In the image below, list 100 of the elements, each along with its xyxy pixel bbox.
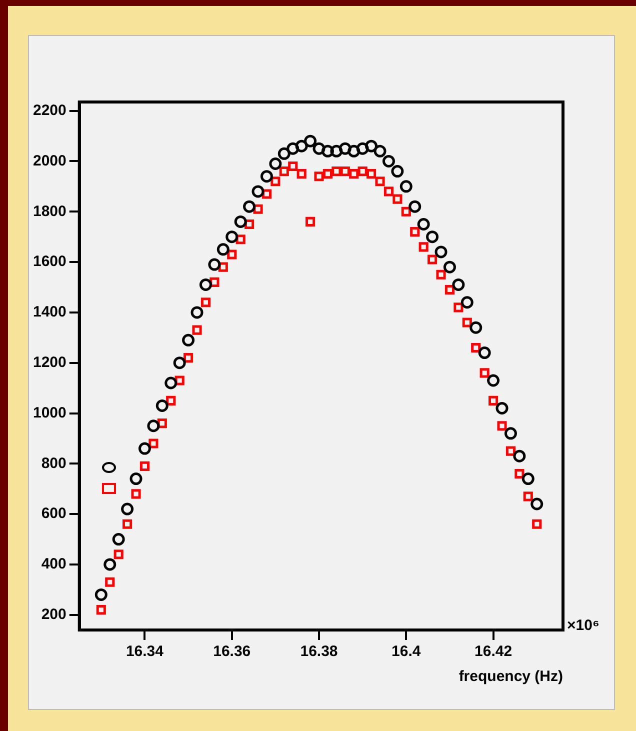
point [192, 325, 202, 335]
point [122, 519, 132, 529]
point [243, 200, 256, 213]
point [138, 442, 151, 455]
point [410, 227, 420, 237]
x-tick-label: 16.38 [300, 643, 338, 660]
point [443, 260, 456, 274]
point [497, 421, 507, 431]
y-tick-label: 2000 [32, 152, 66, 170]
point [288, 161, 298, 172]
point [112, 533, 125, 546]
point [436, 270, 446, 280]
point [532, 519, 542, 529]
point [164, 376, 178, 390]
point [296, 169, 306, 179]
point [330, 144, 343, 158]
y-tick-label: 1000 [32, 404, 66, 422]
point [226, 230, 238, 244]
point [365, 140, 378, 152]
point [418, 242, 428, 252]
point [428, 254, 438, 264]
point [417, 218, 430, 230]
point [260, 170, 273, 183]
point [514, 468, 524, 479]
point [216, 243, 230, 256]
point [278, 147, 290, 160]
point [366, 169, 376, 179]
point [184, 353, 194, 363]
point [234, 215, 247, 228]
point [384, 186, 394, 196]
point [131, 489, 141, 499]
x-axis-title: frequency (Hz) [458, 668, 563, 686]
point [444, 284, 455, 295]
point [513, 450, 526, 462]
point [173, 356, 186, 370]
point [348, 144, 360, 158]
point [471, 342, 481, 353]
point [94, 588, 108, 601]
point [199, 278, 212, 291]
y-tick-label: 1200 [32, 354, 66, 371]
point [452, 278, 465, 291]
point [400, 180, 412, 193]
point [340, 166, 350, 176]
point [200, 298, 211, 308]
point [426, 230, 439, 244]
point [478, 346, 491, 360]
point [401, 206, 411, 216]
point [496, 402, 508, 414]
point [434, 246, 448, 258]
point [208, 258, 221, 271]
point [460, 296, 474, 309]
point [306, 216, 316, 226]
point [322, 169, 333, 179]
point [530, 498, 544, 510]
point [182, 334, 195, 346]
x-tick-label: 16.42 [474, 643, 512, 660]
y-tick-label: 400 [41, 556, 66, 573]
point [156, 399, 168, 412]
x-tick-label: 16.4 [392, 643, 422, 660]
point [375, 176, 385, 186]
point [523, 492, 533, 502]
point [349, 169, 359, 179]
point [391, 165, 404, 178]
x-tick-label: 16.34 [126, 643, 164, 660]
point [488, 396, 498, 406]
point [480, 368, 490, 378]
point [382, 154, 395, 168]
y-tick-label: 1400 [32, 304, 66, 321]
point [147, 420, 160, 432]
point [487, 374, 500, 387]
y-tick-label: 200 [41, 606, 66, 624]
point [522, 472, 534, 486]
y-tick-label: 2200 [32, 102, 66, 119]
point [295, 140, 308, 152]
point [252, 185, 264, 198]
point [279, 166, 289, 176]
y-tick-label: 1600 [32, 253, 66, 270]
point [374, 144, 386, 158]
point [338, 142, 352, 155]
point [321, 144, 334, 158]
point [104, 558, 116, 571]
point [121, 502, 134, 516]
point [140, 461, 150, 471]
point [190, 306, 204, 319]
y-tick-label: 600 [41, 505, 66, 522]
point [356, 142, 369, 155]
point [269, 157, 282, 170]
point [96, 605, 106, 615]
point [504, 427, 517, 440]
point [105, 577, 115, 587]
x-tick-label: 16.36 [213, 643, 251, 660]
point [332, 166, 342, 176]
point [392, 194, 402, 204]
point [408, 200, 422, 213]
point [130, 472, 142, 486]
point [114, 550, 124, 560]
point [454, 302, 464, 312]
y-tick-label: 1800 [32, 202, 66, 220]
point [286, 142, 300, 155]
point [470, 321, 482, 334]
